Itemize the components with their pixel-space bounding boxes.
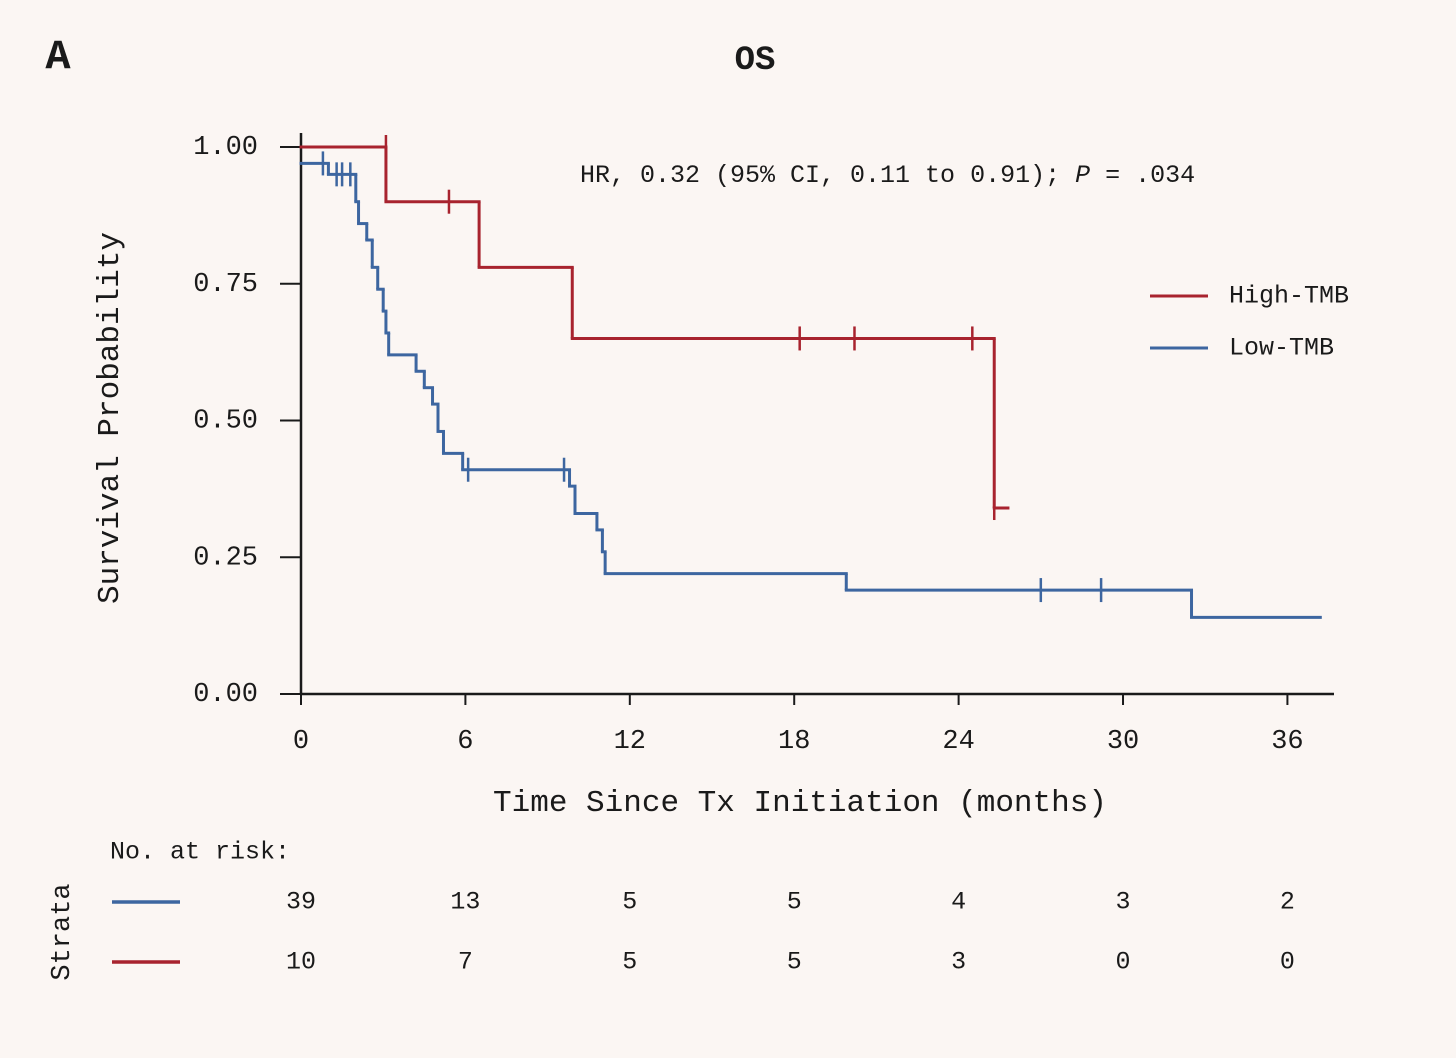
risk-value: 0 [1280,948,1295,977]
risk-value: 13 [450,888,480,917]
annotation-part: HR, 0.32 (95% CI, 0.11 to 0.91); [580,161,1075,190]
x-tick-label: 18 [778,727,810,757]
annotation: HR, 0.32 (95% CI, 0.11 to 0.91); P = .03… [580,161,1195,190]
legend-label: Low-TMB [1229,334,1334,363]
risk-value: 3 [1116,888,1131,917]
risk-value: 0 [1116,948,1131,977]
risk-title: No. at risk: [110,838,290,867]
risk-value: 5 [622,948,637,977]
y-tick-label: 0.75 [193,270,258,300]
y-tick-label: 0.50 [193,407,258,437]
x-tick-label: 24 [942,727,974,757]
strata-label: Strata [48,883,78,980]
annotation-part: P [1075,161,1090,190]
risk-value: 5 [622,888,637,917]
risk-value: 39 [286,888,316,917]
risk-value: 5 [787,948,802,977]
x-tick-label: 36 [1271,727,1303,757]
risk-value: 7 [458,948,473,977]
legend-label: High-TMB [1229,282,1349,311]
x-tick-label: 30 [1107,727,1139,757]
x-tick-label: 0 [293,727,309,757]
x-axis-label: Time Since Tx Initiation (months) [493,786,1107,821]
x-tick-label: 12 [614,727,646,757]
annotation-part: = .034 [1090,161,1195,190]
y-axis-label: Survival Probability [93,232,128,604]
risk-value: 3 [951,948,966,977]
risk-value: 4 [951,888,966,917]
y-tick-label: 1.00 [193,133,258,163]
y-tick-label: 0.25 [193,543,258,573]
chart-title: OS [735,42,776,80]
risk-value: 5 [787,888,802,917]
y-tick-label: 0.00 [193,680,258,710]
panel-label: A [45,33,71,81]
risk-value: 2 [1280,888,1295,917]
risk-value: 10 [286,948,316,977]
x-tick-label: 6 [457,727,473,757]
